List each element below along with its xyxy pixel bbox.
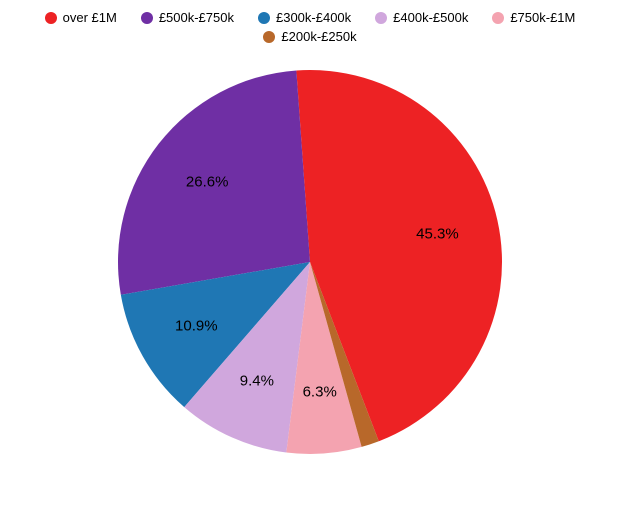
legend-marker xyxy=(375,12,387,24)
slice-label: 10.9% xyxy=(175,318,218,335)
legend-item: £200k-£250k xyxy=(263,29,356,44)
pie-chart-area: 45.3% 26.6% 10.9% 9.4% 6.3% xyxy=(0,50,620,500)
legend-marker xyxy=(263,31,275,43)
legend-item: £400k-£500k xyxy=(375,10,468,25)
legend-label: £200k-£250k xyxy=(281,29,356,44)
legend-label: over £1M xyxy=(63,10,117,25)
legend-label: £500k-£750k xyxy=(159,10,234,25)
legend: over £1M £500k-£750k £300k-£400k £400k-£500… xyxy=(0,0,620,50)
legend-item: £500k-£750k xyxy=(141,10,234,25)
slice-label: 45.3% xyxy=(416,225,459,242)
legend-item: over £1M xyxy=(45,10,117,25)
slice-label: 9.4% xyxy=(240,373,274,390)
legend-label: £400k-£500k xyxy=(393,10,468,25)
legend-item: £300k-£400k xyxy=(258,10,351,25)
legend-item: £750k-£1M xyxy=(492,10,575,25)
slice-label: 6.3% xyxy=(303,384,337,401)
legend-marker xyxy=(141,12,153,24)
slice-label: 26.6% xyxy=(186,173,229,190)
legend-marker xyxy=(45,12,57,24)
legend-label: £300k-£400k xyxy=(276,10,351,25)
legend-marker xyxy=(258,12,270,24)
pie-chart xyxy=(0,50,620,500)
legend-label: £750k-£1M xyxy=(510,10,575,25)
legend-marker xyxy=(492,12,504,24)
